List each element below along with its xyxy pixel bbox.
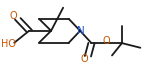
Text: N: N	[77, 26, 84, 36]
Text: O: O	[9, 11, 17, 21]
Text: O: O	[102, 36, 110, 46]
Text: O: O	[81, 54, 89, 64]
Text: HO: HO	[1, 38, 16, 49]
